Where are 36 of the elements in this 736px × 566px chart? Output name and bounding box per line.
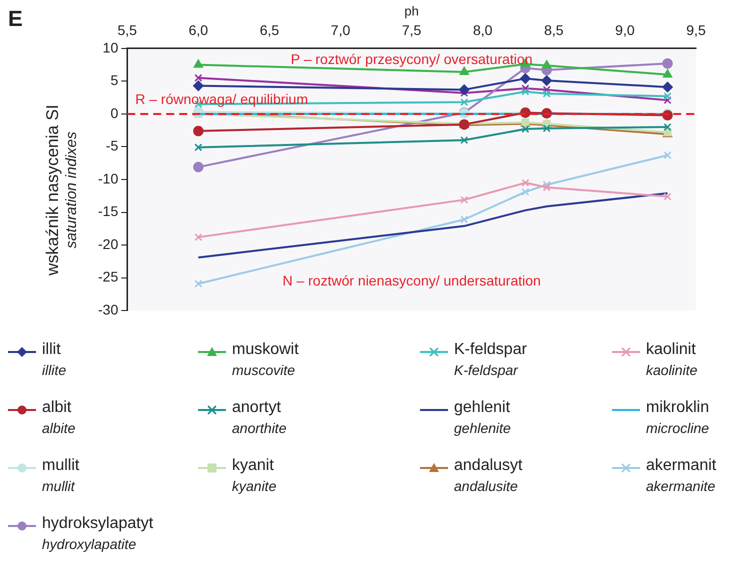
legend-label: albit albite	[42, 398, 76, 438]
y-axis-title: wskaźnik nasycenia SI saturation indixes	[43, 104, 81, 276]
x-axis-title: ph	[404, 3, 419, 18]
y-tick-label: 0	[110, 104, 118, 121]
x-tick-label: 7,0	[330, 22, 350, 38]
y-tick-label: -10	[98, 170, 118, 186]
legend-label: K-feldspar K-feldspar	[454, 340, 527, 380]
x-tick-label: 9,5	[686, 22, 706, 38]
text: E	[8, 6, 23, 32]
y-tick-label: -20	[98, 236, 118, 252]
y-tick-label: -30	[98, 301, 118, 318]
x-tick-label: 9,0	[615, 22, 635, 38]
legend-label: kaolinit kaolinite	[646, 340, 698, 380]
x-tick-label: 8,5	[544, 22, 564, 38]
legend-label: akermanit akermanite	[646, 456, 716, 496]
legend-label: illit illite	[42, 340, 66, 380]
legend-label: gehlenit gehlenite	[454, 398, 511, 438]
y-tick-label: -15	[98, 203, 118, 220]
legend-label: mikroklin microcline	[646, 398, 710, 438]
annotation: N – roztwór nienasycony/ undersaturation	[282, 272, 541, 289]
legend-label: hydroksylapatyt hydroxylapatite	[42, 514, 154, 554]
y-tick-label: 5	[110, 72, 118, 88]
annotation: P – roztwór przesycony/ oversaturation	[290, 51, 532, 68]
x-tick-label: 7,5	[402, 22, 422, 38]
x-tick-label: 8,0	[472, 22, 493, 38]
x-tick-label: 6,5	[260, 22, 280, 38]
legend-label: anortyt anorthite	[232, 398, 286, 438]
legend-label: andalusyt andalusite	[454, 456, 522, 496]
legend-label: mullit mullit	[42, 456, 80, 496]
legend-label: kyanit kyanite	[232, 456, 276, 496]
x-tick-label: 5,5	[118, 22, 138, 38]
legend-label: muskowit muscovite	[232, 340, 299, 380]
y-tick-label: -25	[98, 268, 118, 285]
x-tick-label: 6,0	[188, 22, 208, 38]
y-tick-label: -5	[106, 138, 118, 154]
y-tick-label: 10	[102, 39, 118, 56]
